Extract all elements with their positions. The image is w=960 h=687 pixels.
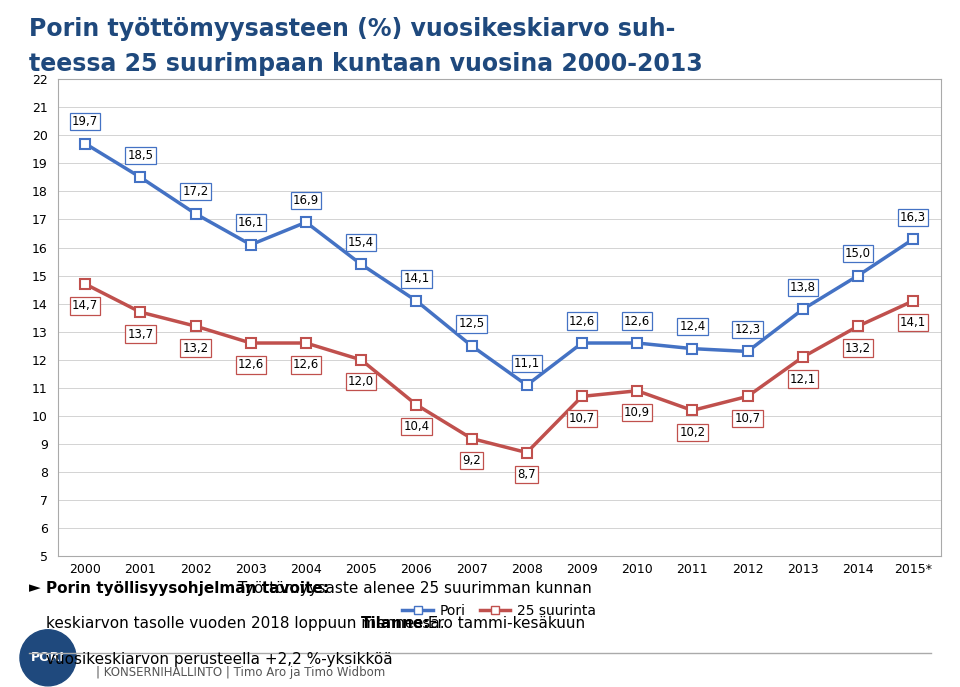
Text: Porin työttömyysasteen (%) vuosikeskiarvo suh-: Porin työttömyysasteen (%) vuosikeskiarv… xyxy=(29,17,675,41)
Text: 12,5: 12,5 xyxy=(459,317,485,330)
Text: 11,1: 11,1 xyxy=(514,357,540,370)
Text: 19,7: 19,7 xyxy=(72,115,98,128)
Text: 13,2: 13,2 xyxy=(182,341,208,354)
Text: 10,2: 10,2 xyxy=(680,426,706,439)
Text: vuosikeskiarvon perusteella +2,2 %-yksikköä: vuosikeskiarvon perusteella +2,2 %-yksik… xyxy=(46,652,393,667)
Text: 12,4: 12,4 xyxy=(680,320,706,333)
Text: 13,7: 13,7 xyxy=(128,328,154,341)
Text: 14,1: 14,1 xyxy=(403,273,429,285)
Text: 12,6: 12,6 xyxy=(624,315,650,328)
Text: ►: ► xyxy=(29,581,40,596)
Text: 12,6: 12,6 xyxy=(293,359,319,372)
Text: Työttömyysaste alenee 25 suurimman kunnan: Työttömyysaste alenee 25 suurimman kunna… xyxy=(233,581,592,596)
Circle shape xyxy=(20,630,76,686)
Text: 10,7: 10,7 xyxy=(569,412,595,425)
Text: 13,8: 13,8 xyxy=(790,281,816,294)
Legend: Pori, 25 suurinta: Pori, 25 suurinta xyxy=(396,598,602,624)
Text: 18,5: 18,5 xyxy=(128,149,154,162)
Text: 15,0: 15,0 xyxy=(845,247,871,260)
Text: 16,9: 16,9 xyxy=(293,194,319,207)
Text: teessa 25 suurimpaan kuntaan vuosina 2000-2013: teessa 25 suurimpaan kuntaan vuosina 200… xyxy=(29,52,703,76)
Text: 10,4: 10,4 xyxy=(403,420,429,433)
Text: keskiarvon tasolle vuoden 2018 loppuun mennessä.: keskiarvon tasolle vuoden 2018 loppuun m… xyxy=(46,616,449,631)
Text: 10,7: 10,7 xyxy=(734,412,760,425)
Text: 16,3: 16,3 xyxy=(900,211,926,224)
Text: 12,3: 12,3 xyxy=(734,323,760,336)
Text: 9,2: 9,2 xyxy=(462,454,481,467)
Text: Tilanne:: Tilanne: xyxy=(361,616,430,631)
Text: 12,1: 12,1 xyxy=(790,372,816,385)
Text: 15,4: 15,4 xyxy=(348,236,374,249)
Text: 12,6: 12,6 xyxy=(569,315,595,328)
Text: 8,7: 8,7 xyxy=(517,468,536,481)
Text: 16,1: 16,1 xyxy=(238,216,264,229)
Text: Porin työllisyysohjelman tavoite:: Porin työllisyysohjelman tavoite: xyxy=(46,581,329,596)
Text: 13,2: 13,2 xyxy=(845,341,871,354)
Text: 12,6: 12,6 xyxy=(238,359,264,372)
Text: PORI: PORI xyxy=(31,651,65,664)
Text: 17,2: 17,2 xyxy=(182,185,208,199)
Text: 14,7: 14,7 xyxy=(72,300,98,313)
Text: | KONSERNIHALLINTO | Timo Aro ja Timo Widbom: | KONSERNIHALLINTO | Timo Aro ja Timo Wi… xyxy=(96,666,385,679)
Text: 12,0: 12,0 xyxy=(348,375,374,388)
Text: 10,9: 10,9 xyxy=(624,406,650,419)
Text: 14,1: 14,1 xyxy=(900,316,926,329)
Text: Ero tammi-kesäkuun: Ero tammi-kesäkuun xyxy=(423,616,586,631)
